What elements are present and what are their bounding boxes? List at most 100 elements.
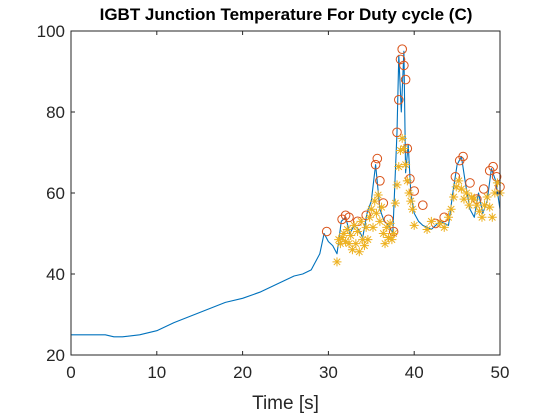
plot-area [71, 31, 500, 355]
valley-marker [451, 182, 461, 192]
valley-marker [449, 192, 459, 202]
valley-marker [332, 257, 342, 267]
valley-marker [390, 198, 400, 208]
valley-marker [446, 204, 456, 214]
y-axis: 20 40 60 80 100 [37, 22, 500, 365]
peak-marker [394, 95, 404, 105]
valley-marker [382, 222, 392, 232]
x-tick-label: 0 [66, 363, 75, 382]
series-peaks [321, 44, 505, 237]
y-tick-label: 40 [46, 265, 65, 284]
x-tick-label: 10 [147, 363, 166, 382]
valley-marker [464, 200, 474, 210]
valley-marker [356, 216, 366, 226]
y-tick-label: 20 [46, 346, 65, 365]
peak-marker [372, 153, 383, 164]
y-tick-label: 80 [46, 103, 65, 122]
peak-marker [488, 161, 498, 172]
valley-marker [395, 145, 405, 155]
valley-marker [378, 229, 388, 238]
valley-marker [363, 235, 373, 245]
valley-marker [474, 206, 484, 216]
peak-marker [370, 159, 381, 170]
valley-marker [422, 224, 432, 234]
valley-marker [385, 218, 395, 228]
valley-marker [370, 196, 380, 206]
x-axis: 0 10 20 30 40 50 [66, 31, 509, 382]
y-tick-label: 60 [46, 184, 65, 203]
valley-marker [344, 239, 354, 249]
valley-marker [394, 162, 404, 172]
peak-marker [395, 54, 406, 65]
series-line [71, 50, 501, 338]
valley-marker [375, 216, 385, 226]
peak-marker [409, 186, 420, 196]
valley-marker [353, 226, 363, 236]
valley-marker [480, 200, 490, 210]
valley-marker [401, 160, 411, 170]
valley-marker [346, 231, 356, 241]
valley-marker [368, 222, 378, 232]
valley-marker [359, 241, 369, 251]
valley-marker [469, 194, 479, 204]
valley-marker [426, 216, 436, 226]
y-tick-label: 100 [37, 22, 65, 41]
valley-marker [387, 235, 397, 245]
valley-marker [492, 178, 502, 188]
peak-marker [321, 226, 332, 237]
valley-marker [472, 200, 482, 210]
peak-marker [400, 74, 411, 85]
peak-marker [465, 178, 475, 188]
valley-marker [342, 224, 352, 234]
valley-marker [407, 204, 417, 214]
chart-title: IGBT Junction Temperature For Duty cycle… [100, 5, 473, 24]
valley-marker [392, 180, 402, 190]
valley-marker [439, 222, 449, 232]
x-axis-label: Time [s] [252, 393, 319, 414]
valley-marker [406, 196, 416, 206]
valley-marker [347, 245, 357, 255]
valley-marker [485, 202, 495, 212]
valley-marker [358, 235, 368, 245]
valley-marker [361, 222, 371, 232]
valley-marker [334, 235, 344, 245]
x-tick-label: 50 [491, 363, 510, 382]
valley-marker [351, 239, 361, 249]
valley-marker [456, 184, 466, 194]
valley-marker [482, 192, 492, 202]
peak-marker [399, 60, 409, 71]
valley-marker [490, 188, 500, 198]
peak-marker [478, 184, 489, 194]
valley-marker [349, 220, 359, 230]
valley-marker [399, 143, 409, 153]
valley-marker [373, 190, 383, 200]
peak-marker [491, 172, 502, 182]
valley-marker [377, 202, 387, 212]
valley-marker [371, 208, 381, 218]
valley-marker [459, 194, 469, 204]
x-tick-label: 40 [405, 363, 424, 382]
valley-marker [341, 237, 351, 247]
valley-marker [462, 188, 472, 198]
valley-marker [383, 233, 393, 243]
valley-marker [380, 239, 390, 249]
valley-marker [397, 133, 407, 143]
valley-marker [354, 247, 364, 257]
peak-marker [392, 127, 402, 138]
peak-marker [361, 210, 372, 221]
valley-marker [366, 204, 376, 214]
x-tick-label: 20 [233, 363, 252, 382]
valley-marker [454, 176, 464, 186]
valley-marker [339, 229, 349, 238]
valley-marker [335, 239, 345, 249]
valley-marker [409, 220, 419, 230]
peak-marker [418, 200, 428, 210]
valley-marker [365, 212, 375, 222]
valley-marker [337, 233, 347, 243]
valley-marker [435, 218, 445, 228]
valley-marker [402, 176, 412, 186]
valley-marker [487, 212, 497, 222]
valley-marker [477, 212, 487, 222]
valley-marker [389, 229, 399, 238]
